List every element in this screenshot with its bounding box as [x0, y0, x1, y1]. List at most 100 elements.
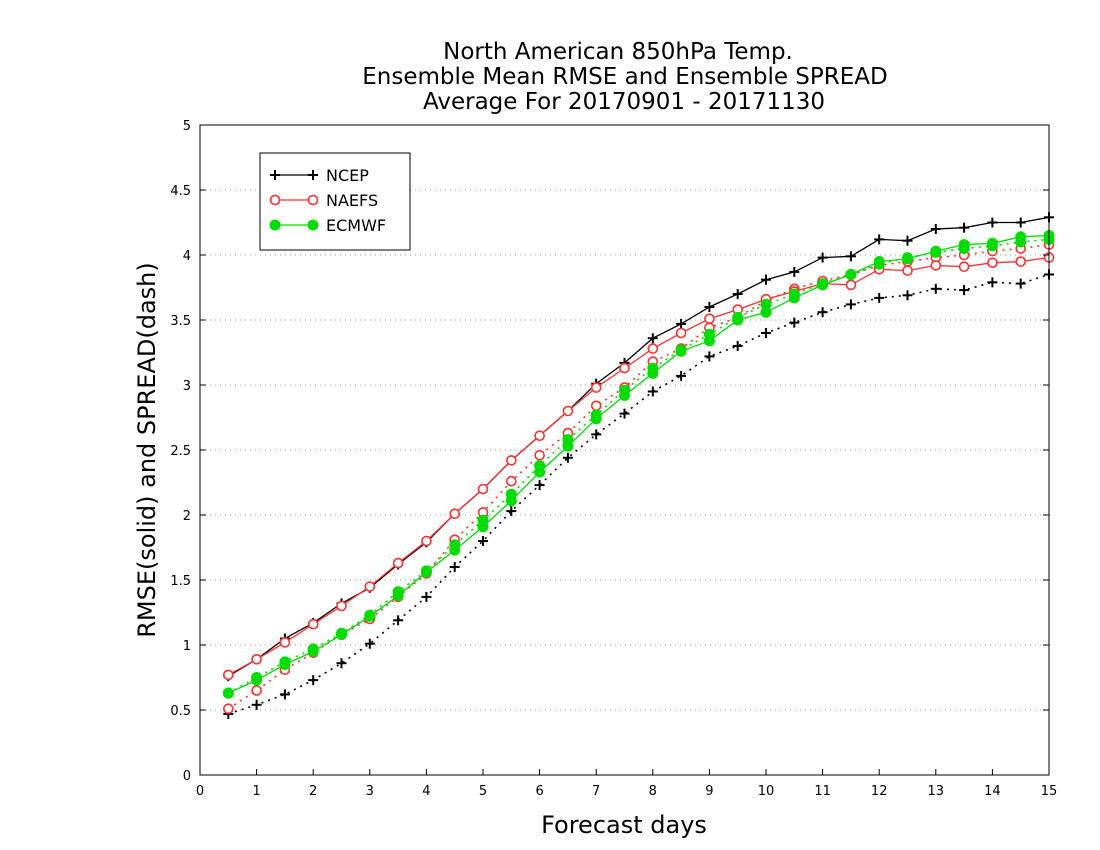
ncep-spread-point	[874, 292, 885, 303]
naefs-rmse-point	[930, 260, 942, 271]
naefs-spread-point	[223, 703, 234, 715]
ecmwf-rmse-point	[619, 389, 630, 401]
legend-entry-naefs: NAEFS	[269, 191, 378, 210]
y-axis-tick-labels: 0 0.5 1 1.5 2 2.5 3 3.5 4 4.5 5	[170, 119, 191, 784]
ecmwf-rmse-point	[477, 521, 489, 533]
y-tick-label-7: 3.5	[170, 314, 191, 329]
ncep-rmse-point	[704, 302, 715, 312]
ncep-spread-point	[336, 658, 347, 669]
x-tick-label-15: 15	[1041, 784, 1058, 799]
ncep-spread-point	[364, 638, 375, 649]
ecmwf-rmse-line	[228, 234, 1050, 694]
ncep-spread-line	[228, 273, 1050, 715]
title-line-2: Ensemble Mean RMSE and Ensemble SPREAD	[362, 64, 887, 90]
naefs-rmse-point	[364, 581, 376, 592]
ncep-rmse-point	[761, 274, 771, 285]
naefs-rmse-point	[1015, 256, 1027, 267]
title-line-3: Average For 20170901 - 20171130	[423, 89, 825, 115]
x-axis-tick-labels: 0 1 2 3 4 5 6 7 8 9 10 11 12 13 14 15	[196, 784, 1057, 799]
ncep-spread-point	[449, 562, 460, 572]
ncep-spread-point	[534, 480, 545, 491]
ecmwf-rmse-point	[788, 292, 800, 304]
x-tick-label-8: 8	[649, 784, 657, 799]
ecmwf-rmse-point	[675, 345, 687, 357]
x-tick-label-2: 2	[309, 784, 317, 799]
x-tick-label-6: 6	[535, 784, 543, 799]
ncep-rmse-point	[959, 222, 970, 233]
naefs-spread-point	[505, 475, 517, 487]
ecmwf-rmse-point	[873, 256, 885, 267]
ncep-rmse-point	[930, 224, 941, 234]
legend-marker-naefs	[269, 194, 281, 206]
ncep-spread-point	[1015, 278, 1026, 289]
y-tick-label-1: 0.5	[170, 704, 191, 719]
naefs-rmse-point	[704, 313, 715, 325]
legend-marker-naefs	[307, 194, 319, 206]
y-tick-label-9: 4.5	[170, 184, 191, 199]
ncep-spread-point	[845, 299, 856, 310]
y-axis-label: RMSE(solid) and SPREAD(dash)	[133, 262, 161, 638]
ecmwf-rmse-point	[562, 440, 574, 452]
ecmwf-rmse-point	[307, 646, 319, 657]
ncep-spread-point	[591, 429, 602, 440]
series-naefs	[223, 239, 1055, 715]
ncep-rmse-line	[227, 216, 1050, 677]
axis-ticks	[199, 124, 1050, 776]
ecmwf-rmse-point	[420, 566, 432, 578]
legend-marker-ecmwf	[269, 219, 281, 231]
ecmwf-rmse-point	[986, 237, 998, 249]
ecmwf-rmse-point	[279, 659, 291, 670]
plot-series	[222, 212, 1055, 719]
ecmwf-spread-line	[227, 238, 1050, 694]
naefs-rmse-point	[987, 257, 998, 269]
x-tick-label-14: 14	[984, 784, 1001, 799]
naefs-spread-point	[534, 449, 545, 461]
ecmwf-rmse-point	[845, 269, 857, 280]
ncep-spread-point	[251, 699, 262, 710]
ecmwf-rmse-point	[703, 335, 715, 347]
naefs-rmse-point	[392, 557, 404, 569]
x-tick-label-5: 5	[479, 784, 487, 799]
ecmwf-rmse-point	[222, 687, 234, 699]
naefs-spread-point	[251, 685, 262, 696]
ecmwf-rmse-point	[336, 629, 347, 641]
ncep-rmse-point	[1015, 217, 1026, 228]
ecmwf-rmse-point	[590, 413, 602, 425]
naefs-rmse-point	[307, 618, 319, 630]
ncep-spread-point	[704, 351, 715, 362]
x-tick-label-1: 1	[252, 784, 260, 799]
naefs-rmse-point	[619, 362, 630, 374]
naefs-spread-line	[227, 243, 1050, 710]
naefs-rmse-point	[675, 327, 687, 339]
ecmwf-rmse-point	[930, 245, 942, 257]
ncep-spread-point	[308, 675, 319, 686]
naefs-rmse-point	[223, 669, 234, 681]
ncep-spread-point	[619, 408, 630, 419]
ncep-spread-point	[959, 285, 970, 296]
title-line-1: North American 850hPa Temp.	[443, 39, 793, 65]
ecmwf-rmse-point	[392, 590, 404, 602]
legend: NCEP NAEFS ECMWF	[259, 152, 411, 251]
naefs-rmse-point	[477, 483, 489, 495]
ncep-spread-point	[506, 506, 517, 517]
legend-marker-ncep	[270, 170, 280, 180]
y-tick-label-2: 1	[183, 639, 191, 654]
legend-marker-ncep	[308, 170, 318, 180]
series-ncep	[223, 212, 1054, 719]
naefs-rmse-point	[251, 653, 262, 665]
legend-label-ncep: NCEP	[326, 166, 369, 185]
ncep-spread-point	[478, 536, 488, 546]
naefs-rmse-point	[336, 600, 347, 612]
naefs-rmse-point	[590, 382, 602, 393]
ncep-spread-point	[279, 689, 290, 700]
naefs-rmse-point	[845, 279, 857, 291]
x-axis-label: Forecast days	[541, 811, 707, 839]
naefs-rmse-point	[534, 430, 545, 442]
naefs-rmse-point	[449, 508, 461, 520]
ncep-spread-point	[393, 615, 404, 626]
x-tick-label-10: 10	[758, 784, 775, 799]
naefs-rmse-point	[505, 455, 517, 466]
y-tick-label-6: 3	[183, 379, 191, 394]
ncep-rmse-point	[647, 333, 658, 344]
